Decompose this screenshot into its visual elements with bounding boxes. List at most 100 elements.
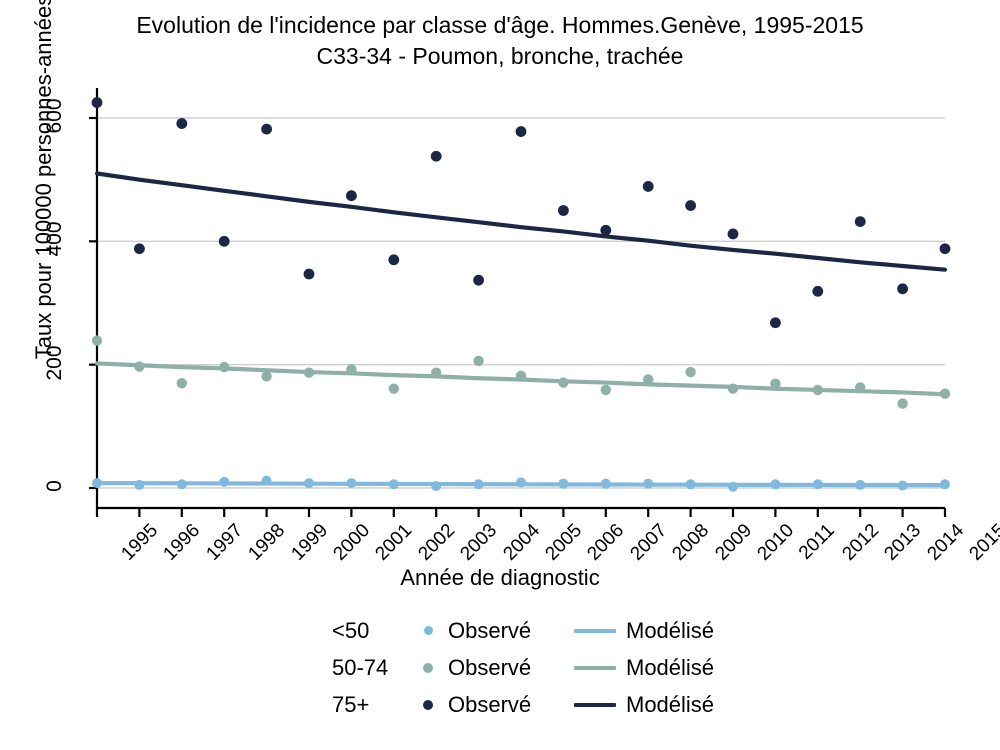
data-point [685, 366, 696, 378]
legend-dot-icon [423, 699, 433, 710]
legend-dot-icon [423, 626, 433, 635]
data-point [897, 398, 908, 409]
data-point [727, 383, 739, 394]
legend-group-label: <50 [332, 617, 370, 643]
data-point [304, 478, 314, 489]
series-line [94, 171, 948, 272]
data-point [134, 243, 145, 255]
title-line-1: Evolution de l'incidence par classe d'âg… [136, 12, 864, 38]
data-point [134, 479, 145, 490]
legend-line-icon [574, 665, 616, 670]
legend-marker-cell [408, 699, 448, 710]
data-point [303, 367, 315, 378]
data-point [219, 476, 230, 487]
legend-observed-label: Observé [448, 691, 532, 717]
data-point [515, 370, 527, 381]
data-point [812, 285, 824, 297]
data-point [770, 317, 781, 329]
data-point [346, 478, 357, 489]
data-point [346, 364, 357, 375]
chart-title: Evolution de l'incidence par classe d'âg… [0, 10, 1000, 72]
chart-legend: <50 Observé Modélisé 50-74 Observé Modélisé 75… [300, 612, 800, 723]
data-point [218, 235, 230, 247]
data-point [812, 384, 823, 396]
data-point [431, 481, 442, 492]
data-point [515, 126, 527, 137]
legend-line-icon [574, 628, 616, 633]
data-point [176, 118, 188, 129]
data-point [855, 382, 866, 393]
y-tick-label: 0 [43, 480, 66, 492]
data-point [261, 123, 272, 135]
legend-group-label: 75+ [332, 691, 370, 717]
legend-line-icon [574, 702, 616, 707]
data-point [728, 481, 738, 492]
data-point [430, 150, 442, 162]
data-point [685, 200, 696, 211]
data-point [473, 479, 484, 490]
y-tick-label: 400 [43, 221, 66, 257]
data-point [855, 479, 866, 490]
data-point [261, 475, 272, 486]
legend-row[interactable]: 75+ Observé Modélisé [300, 686, 800, 723]
data-point [346, 190, 357, 202]
legend-row[interactable]: <50 Observé Modélisé [300, 612, 800, 649]
data-point [92, 478, 102, 489]
data-point [134, 361, 145, 372]
data-point [685, 479, 696, 490]
title-line-2: C33-34 - Poumon, bronche, trachée [316, 43, 684, 69]
data-point [812, 479, 823, 490]
y-tick-label: 600 [43, 98, 66, 134]
legend-modeled-label: Modélisé [626, 691, 715, 717]
legend-group-label: 50-74 [332, 654, 389, 680]
data-point [176, 479, 187, 490]
legend-line-cell [564, 702, 626, 707]
legend-observed-label: Observé [448, 654, 532, 680]
legend-observed-label: Observé [448, 617, 532, 643]
data-point [770, 378, 781, 389]
data-point [854, 216, 866, 228]
data-point [388, 479, 399, 490]
data-point [600, 384, 611, 396]
legend-line-cell [564, 628, 626, 633]
data-point [388, 383, 399, 394]
data-point [558, 377, 569, 388]
data-point [91, 335, 103, 346]
data-point [939, 388, 951, 399]
data-point [431, 367, 442, 378]
data-point [516, 477, 526, 488]
legend-marker-cell [408, 626, 448, 635]
data-point [643, 374, 654, 385]
data-point [897, 283, 908, 295]
data-point [473, 274, 484, 286]
x-axis-label: Année de diagnostic [400, 565, 600, 590]
legend-modeled-label: Modélisé [626, 654, 715, 680]
y-tick-label: 200 [43, 345, 66, 381]
data-point [558, 205, 569, 216]
data-point [261, 371, 272, 382]
data-point [939, 243, 951, 255]
data-point [388, 254, 400, 266]
legend-line-cell [564, 665, 626, 670]
data-point [600, 478, 611, 489]
legend-row[interactable]: 50-74 Observé Modélisé [300, 649, 800, 686]
data-point [643, 478, 654, 489]
data-point [91, 97, 103, 108]
data-point [303, 268, 315, 280]
legend-modeled-label: Modélisé [626, 617, 715, 643]
data-point [219, 361, 230, 373]
data-point [940, 479, 950, 490]
data-point [473, 355, 484, 367]
legend-marker-cell [408, 662, 448, 673]
data-point [770, 479, 781, 490]
data-point [897, 480, 908, 491]
legend-dot-icon [423, 662, 433, 673]
data-point [642, 181, 654, 192]
data-point [558, 478, 569, 489]
data-point [176, 377, 187, 389]
data-point [600, 224, 612, 236]
data-point [727, 228, 739, 240]
